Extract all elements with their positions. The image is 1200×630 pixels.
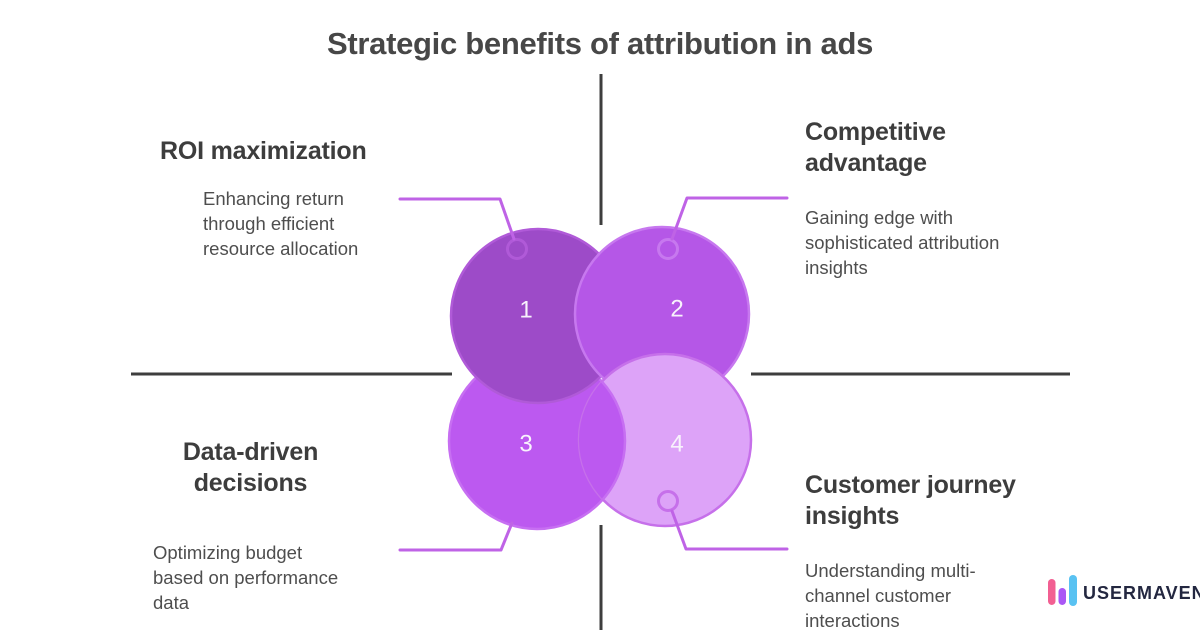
logo-bar-purple bbox=[1058, 588, 1066, 605]
circle-number-2: 2 bbox=[670, 296, 683, 323]
page-title: Strategic benefits of attribution in ads bbox=[326, 26, 874, 61]
description-data-driven-decisions: Optimizing budget based on performance d… bbox=[153, 542, 339, 613]
circle-number-3: 3 bbox=[519, 431, 532, 458]
heading-roi-maximization: ROI maximization bbox=[160, 137, 367, 165]
logo-wordmark: USERMAVEN bbox=[1083, 583, 1200, 603]
heading-customer-journey-insights: Customer journey insights bbox=[805, 471, 1016, 530]
connector-data-driven bbox=[398, 521, 514, 552]
anchor-ring-1 bbox=[506, 238, 528, 260]
description-competitive-advantage: Gaining edge with sophisticated attribut… bbox=[805, 207, 1000, 278]
logo-bar-blue bbox=[1069, 575, 1077, 606]
connector-journey bbox=[670, 509, 789, 551]
logo-bar-pink bbox=[1048, 579, 1056, 605]
heading-competitive-advantage: Competitive advantage bbox=[805, 118, 946, 177]
usermaven-logo: USERMAVEN bbox=[1048, 575, 1200, 606]
connector-competitive bbox=[670, 196, 789, 241]
circle-number-1: 1 bbox=[519, 297, 532, 324]
connector-roi bbox=[398, 197, 516, 241]
anchor-ring-4 bbox=[657, 490, 679, 512]
anchor-ring-2 bbox=[657, 238, 679, 260]
circle-number-4: 4 bbox=[670, 431, 683, 458]
description-roi-maximization: Enhancing return through efficient resou… bbox=[203, 188, 359, 259]
heading-data-driven-decisions: Data-driven decisions bbox=[182, 438, 319, 497]
description-customer-journey-insights: Understanding multi-channel customer int… bbox=[805, 560, 976, 630]
